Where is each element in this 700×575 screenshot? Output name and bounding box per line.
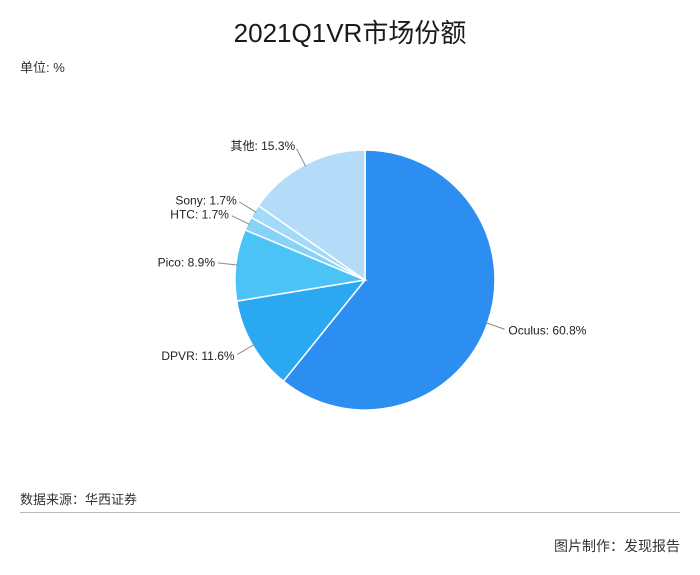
- data-source: 数据来源：华西证券: [20, 492, 138, 507]
- leader-line-dpvr: [236, 344, 255, 355]
- leader-line-pico: [217, 262, 238, 266]
- leader-lines: [217, 148, 505, 355]
- data-label-sony: Sony: 1.7%: [175, 193, 237, 207]
- leader-line-oculus: [485, 322, 505, 330]
- chart-title: 2021Q1VR市场份额: [233, 18, 467, 48]
- data-label-dpvr: DPVR: 11.6%: [161, 349, 234, 363]
- data-label-pico: Pico: 8.9%: [158, 255, 216, 269]
- leader-line-htc: [231, 215, 250, 225]
- data-label-htc: HTC: 1.7%: [170, 207, 229, 221]
- leader-line-sony: [239, 201, 257, 213]
- pie-slices: [234, 149, 496, 411]
- data-labels: Oculus: 60.8% DPVR: 11.6% Pico: 8.9% HTC: 1…: [158, 139, 587, 363]
- leader-line-other: [296, 148, 307, 167]
- data-label-other: 其他: 15.3%: [230, 139, 295, 153]
- data-label-oculus: Oculus: 60.8%: [508, 323, 586, 337]
- image-credit: 图片制作：发现报告: [554, 538, 680, 554]
- source-divider: [20, 512, 680, 513]
- unit-label: 单位: %: [20, 60, 65, 75]
